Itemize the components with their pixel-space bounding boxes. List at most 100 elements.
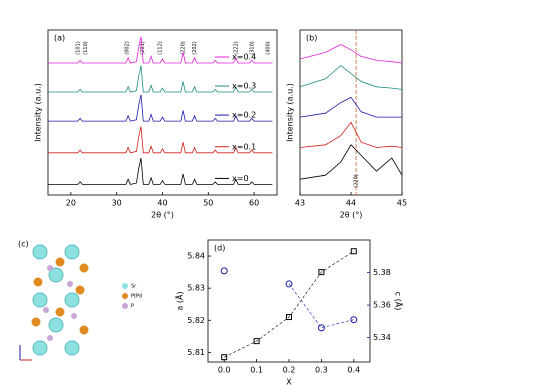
panel-label: (c) <box>18 240 29 249</box>
plot-frame <box>207 239 371 363</box>
trend-line <box>288 283 354 329</box>
legend-text: x=0.4 <box>232 53 256 62</box>
peak-label: (222) <box>233 41 239 54</box>
atom <box>43 307 49 313</box>
panel-label: (a) <box>54 34 65 43</box>
point <box>253 338 260 345</box>
y-axis-label: Intensity (a.u.) <box>286 83 295 142</box>
series-line <box>48 157 273 185</box>
atom <box>64 292 80 308</box>
peak-label: (110) <box>83 41 89 54</box>
atom <box>64 244 80 260</box>
peak-label: (220) <box>181 41 187 54</box>
panel-label: (b) <box>306 34 317 43</box>
x-tick-label: 0.2 <box>283 366 296 375</box>
panel: (d) 0.0 0.1 0.2 0.3 0.4 Xa (Å) 5.81 5.82 5.83 5.84… <box>174 239 405 385</box>
x-tick-label: 0.1 <box>250 366 263 375</box>
atom <box>55 257 65 267</box>
y-axis-label: Intensity (a.u.) <box>34 83 43 142</box>
atom <box>48 267 64 283</box>
legend-text: P <box>131 304 134 310</box>
atom <box>79 263 89 273</box>
point <box>350 248 357 255</box>
trend-line <box>224 250 354 358</box>
legend-swatch <box>122 303 128 309</box>
legend-text: x=0.1 <box>232 142 256 151</box>
legend-swatch <box>122 293 128 299</box>
x-tick-label: 44 <box>346 199 356 208</box>
structure-panel: (c) Sr PtPd <box>18 240 142 361</box>
y2-axis-label: c (Å) <box>394 292 405 311</box>
legend-text: x=0 <box>232 174 249 183</box>
series-line <box>299 96 402 118</box>
x-tick-label: 0.4 <box>347 366 360 375</box>
crystal <box>19 244 89 361</box>
series-line <box>299 144 403 180</box>
atom <box>31 317 41 327</box>
atom <box>67 281 73 287</box>
peak-label: (400) <box>265 41 271 54</box>
x-tick-label: 20 <box>66 199 76 208</box>
peak-label: (220) <box>354 174 360 187</box>
x-axis-label: X <box>286 378 292 385</box>
peak-label: (112) <box>158 41 164 54</box>
series-line <box>299 44 403 64</box>
legend-text: x=0.3 <box>232 82 256 91</box>
y-tick-label: 5.81 <box>187 348 205 357</box>
x-axis-label: 2θ (°) <box>340 211 363 220</box>
atom <box>48 317 64 333</box>
peak-label: (101) <box>75 41 81 54</box>
x-axis-label: 2θ (°) <box>151 211 174 220</box>
y-tick-label: 5.84 <box>187 252 205 261</box>
legend-swatch <box>122 283 128 289</box>
y2-tick-label: 5.34 <box>373 333 391 342</box>
panel: (a) 20 30 40 50 60 2θ (°) Intensity (a.u.) (101)… <box>34 29 278 220</box>
peak-label: (310) <box>249 41 255 54</box>
peak-label: (002) <box>125 41 131 54</box>
series-line <box>48 36 273 64</box>
atom <box>32 340 48 356</box>
x-tick-label: 0.3 <box>315 366 328 375</box>
point <box>350 316 358 324</box>
point <box>318 269 325 276</box>
series-line <box>299 65 403 90</box>
point <box>285 280 293 288</box>
point <box>221 354 228 361</box>
x-tick-label: 40 <box>157 199 167 208</box>
y-tick-label: 5.83 <box>187 284 205 293</box>
legend-text: x=0.2 <box>232 111 256 120</box>
x-tick-label: 60 <box>249 199 259 208</box>
y-tick-label: 5.82 <box>187 316 205 325</box>
peak-label: (201) <box>140 41 146 54</box>
atom <box>71 313 77 319</box>
y-axis-label: a (Å) <box>174 291 185 310</box>
x-tick-label: 30 <box>112 199 122 208</box>
x-tick-label: 45 <box>397 199 407 208</box>
atom <box>64 340 80 356</box>
atom <box>47 335 53 341</box>
atom <box>33 277 43 287</box>
x-tick-label: 43 <box>295 199 305 208</box>
atom <box>32 292 48 308</box>
atom <box>55 307 65 317</box>
series-line <box>299 121 403 148</box>
panel: (b) 43 44 45 2θ (°) Intensity (a.u.) (220) <box>286 29 407 220</box>
panel-label: (d) <box>214 244 225 253</box>
series-line <box>48 65 273 93</box>
atom <box>32 244 48 260</box>
point <box>317 324 325 332</box>
y2-tick-label: 5.38 <box>373 268 391 277</box>
x-tick-label: 50 <box>203 199 213 208</box>
peak-label: (202) <box>192 41 198 54</box>
point <box>220 267 228 275</box>
series-line <box>48 126 273 154</box>
legend-text: PtPd <box>131 294 142 300</box>
atom <box>79 325 89 335</box>
atom <box>47 265 53 271</box>
x-tick-label: 0.0 <box>218 366 231 375</box>
atom <box>75 285 85 295</box>
series-line <box>48 94 273 122</box>
y2-tick-label: 5.36 <box>373 301 391 310</box>
